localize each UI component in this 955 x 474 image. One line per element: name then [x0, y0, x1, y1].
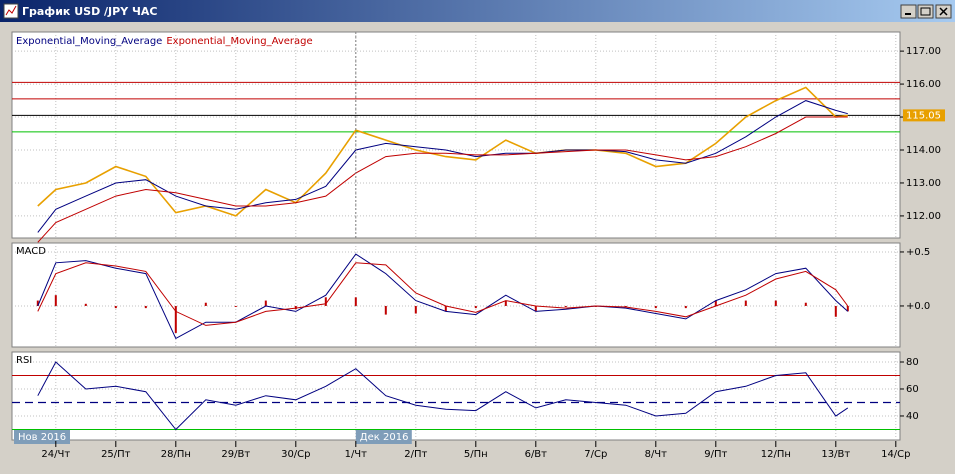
legend-entry: Exponential_Moving_Average [166, 36, 312, 47]
histogram-bar [54, 295, 57, 306]
histogram-bar [534, 305, 537, 312]
y-tick-label: 113.00 [906, 178, 941, 189]
window-title: График USD /JPY ЧАС [22, 5, 157, 18]
y-tick-label: 60 [906, 384, 919, 395]
histogram-bar [414, 305, 417, 314]
series-line [37, 262, 849, 326]
histogram-bar [36, 300, 39, 306]
month-label: Нов 2016 [18, 432, 66, 443]
y-tick-label: +0.5 [906, 247, 930, 258]
x-tick-label: 12/Пн [761, 449, 791, 460]
histogram-bar [384, 305, 387, 315]
panel-background [11, 242, 901, 348]
panel-title: MACD [16, 246, 46, 257]
window-icon [3, 3, 19, 19]
histogram-bar [204, 302, 207, 306]
histogram-bar [744, 300, 747, 306]
y-tick-label: +0.0 [906, 301, 930, 312]
histogram-bar [114, 305, 117, 309]
x-tick-label: 7/Ср [584, 449, 607, 460]
y-tick-label: 80 [906, 357, 919, 368]
x-tick-label: 25/Пт [101, 449, 131, 460]
x-tick-label: 28/Пн [161, 449, 191, 460]
month-tag [14, 430, 70, 444]
month-label: Дек 2016 [360, 432, 409, 443]
histogram-bar [504, 300, 507, 306]
x-tick-label: 8/Чт [645, 449, 668, 460]
month-tag [355, 430, 412, 444]
histogram-bar [264, 300, 267, 306]
title-bar [0, 0, 955, 22]
panel-background [11, 351, 901, 441]
histogram-bar [84, 303, 87, 306]
x-tick-label: 24/Чт [41, 449, 70, 460]
x-tick-label: 6/Вт [525, 449, 548, 460]
x-tick-label: 5/Пн [464, 449, 488, 460]
histogram-bar [474, 305, 477, 309]
histogram-bar [354, 297, 357, 306]
histogram-bar [804, 302, 807, 306]
x-tick-label: 14/Ср [881, 449, 910, 460]
histogram-bar [846, 305, 849, 312]
x-tick-label: 29/Вт [221, 449, 250, 460]
current-price-label: 115.05 [906, 110, 941, 121]
histogram-bar [294, 305, 297, 310]
panel-title: RSI [16, 355, 32, 366]
y-tick-label: 114.00 [906, 145, 941, 156]
series-line [37, 100, 848, 233]
histogram-bar [174, 305, 177, 333]
histogram-bar [444, 305, 447, 312]
histogram-bar [684, 305, 687, 309]
histogram-bar [324, 297, 327, 306]
histogram-bar [564, 305, 567, 308]
histogram-bar [714, 300, 717, 306]
x-tick-label: 30/Ср [281, 449, 310, 460]
histogram-bar [834, 305, 837, 317]
maximize-button[interactable] [917, 4, 934, 19]
legend-entry: Exponential_Moving_Average [16, 36, 162, 47]
series-line [37, 253, 849, 340]
histogram-bar [144, 305, 147, 309]
x-tick-label: 9/Пт [704, 449, 727, 460]
x-tick-label: 2/Пт [404, 449, 427, 460]
x-tick-label: 13/Вт [821, 449, 850, 460]
histogram-bar [774, 300, 777, 306]
panel-background [11, 31, 901, 239]
series-line [37, 86, 848, 217]
y-tick-label: 116.00 [906, 79, 941, 90]
series-line [37, 361, 849, 431]
y-tick-label: 112.00 [906, 211, 941, 222]
minimize-button[interactable] [900, 4, 917, 19]
histogram-bar [234, 305, 237, 307]
current-price-box [903, 109, 945, 122]
x-tick-label: 1/Чт [345, 449, 368, 460]
window-icon-graph [5, 5, 17, 16]
y-tick-label: 40 [906, 411, 919, 422]
series-line [37, 116, 848, 243]
histogram-bar [654, 305, 657, 309]
close-button[interactable] [935, 4, 952, 19]
y-tick-label: 117.00 [906, 46, 941, 57]
